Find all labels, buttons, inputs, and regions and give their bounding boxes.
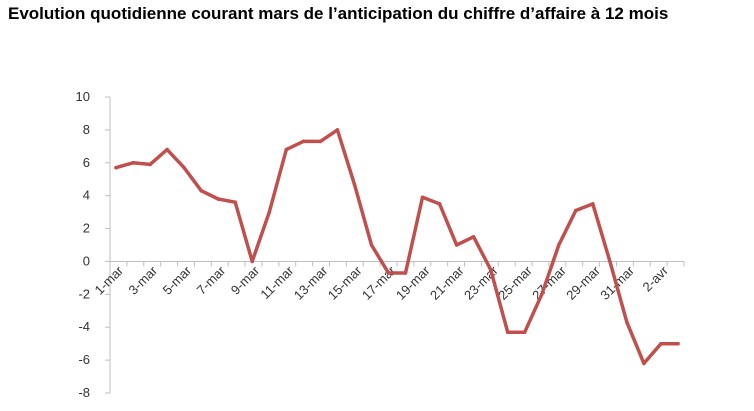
data-point [574,208,578,213]
y-tick-label: 0 [83,253,90,268]
data-point [182,165,186,170]
data-point [403,271,408,275]
x-tick-label: 17-mar [359,262,399,302]
y-tick-label: 2 [83,221,90,236]
data-point [420,195,425,200]
x-tick-label: 7-mar [194,262,229,297]
y-tick-label: 6 [83,155,90,170]
y-tick-label: -4 [78,319,90,334]
data-point [114,165,118,170]
x-tick-label: 19-mar [393,262,433,302]
data-point [352,182,357,186]
y-tick-label: 10 [76,89,90,104]
y-tick-label: -6 [78,352,90,367]
data-point [165,147,169,152]
data-point [369,243,374,247]
y-tick-label: -8 [78,385,90,400]
x-tick-label: 5-mar [160,262,195,297]
data-point [557,243,561,247]
series-line [114,128,680,366]
x-tick-label: 21-mar [427,262,467,302]
data-point [659,341,663,346]
data-point [148,162,152,167]
data-point [216,197,220,201]
data-point [522,330,527,335]
data-point [318,139,323,144]
series-group [114,128,680,366]
data-point [471,235,476,239]
data-point [301,139,306,144]
data-point [642,361,646,366]
data-point [540,292,544,297]
data-point [625,320,629,325]
data-point [250,259,254,264]
data-point [454,243,459,247]
data-point [199,188,203,193]
data-point [233,200,237,204]
y-tick-label: 8 [83,122,90,137]
y-tick-label: 4 [83,188,90,203]
data-point [676,341,680,346]
y-axis: 10 8 6 4 2 0 -2 -4 -6 -8 [76,89,111,400]
data-point [267,210,272,214]
data-point [335,128,340,132]
data-point [591,202,595,206]
x-tick-label: 29-mar [563,262,603,302]
data-point [284,147,289,152]
data-point [437,202,442,206]
x-tick-label: 25-mar [495,262,535,302]
x-tick-label: 3-mar [126,262,161,297]
x-tick-label: 13-mar [291,262,331,302]
x-tick-label: 2-avr [640,262,672,294]
x-tick-label: 11-mar [257,262,297,302]
data-point [488,267,493,272]
y-tick-label: -2 [78,286,90,301]
data-point [386,271,391,275]
x-tick-label: 1-mar [92,262,127,297]
chart-title: Evolution quotidienne courant mars de l’… [8,4,669,23]
data-point [131,161,135,165]
x-tick-label: 15-mar [325,262,365,302]
data-point [505,330,510,335]
x-axis: 1-mar 3-mar 5-mar 7-mar 9-mar11-mar13-mar15-… [92,260,685,303]
data-point [608,259,612,264]
